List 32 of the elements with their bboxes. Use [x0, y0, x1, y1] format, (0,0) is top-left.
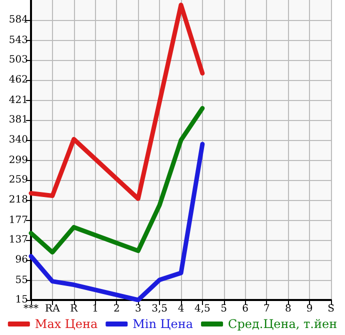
y-tick-label: 421	[8, 94, 28, 106]
y-tick-label: 543	[8, 34, 28, 46]
x-tick-label: 3,5	[152, 304, 168, 314]
y-tick-label: 137	[8, 234, 28, 246]
x-tick-label: 4,5	[194, 304, 210, 314]
y-tick-label: 381	[8, 114, 28, 126]
line-series	[28, 2, 205, 201]
y-tick-label: 15	[15, 294, 28, 306]
x-tick-label: 2	[114, 304, 120, 314]
y-tick-label: 177	[8, 214, 28, 226]
x-tick-label: ***	[24, 304, 38, 314]
legend-label: Сред.Цена, т.йен	[228, 317, 338, 331]
y-tick-label: 462	[8, 74, 28, 86]
x-tick-label: 5	[220, 304, 228, 314]
y-tick-label: 218	[8, 194, 28, 206]
y-tick-label: 55	[15, 274, 28, 286]
y-tick-label: 503	[8, 54, 28, 66]
x-tick-label: S	[328, 304, 335, 314]
legend-label: Max Цена	[34, 317, 98, 331]
y-tick-label: 340	[8, 134, 28, 146]
legend-label: Min Цена	[132, 317, 194, 331]
x-tick-label: 8	[284, 304, 292, 314]
y-tick-label: 96	[15, 254, 28, 266]
x-tick-label: 9	[306, 304, 313, 314]
y-tick-label: 584	[8, 14, 28, 26]
x-tick-label: R	[70, 304, 78, 314]
y-tick-label: 259	[8, 174, 28, 186]
line-series	[28, 142, 205, 302]
line-series	[28, 106, 205, 255]
x-tick-label: 6	[242, 304, 248, 314]
y-tick-label: 299	[8, 154, 28, 166]
x-tick-label: RA	[45, 304, 61, 314]
